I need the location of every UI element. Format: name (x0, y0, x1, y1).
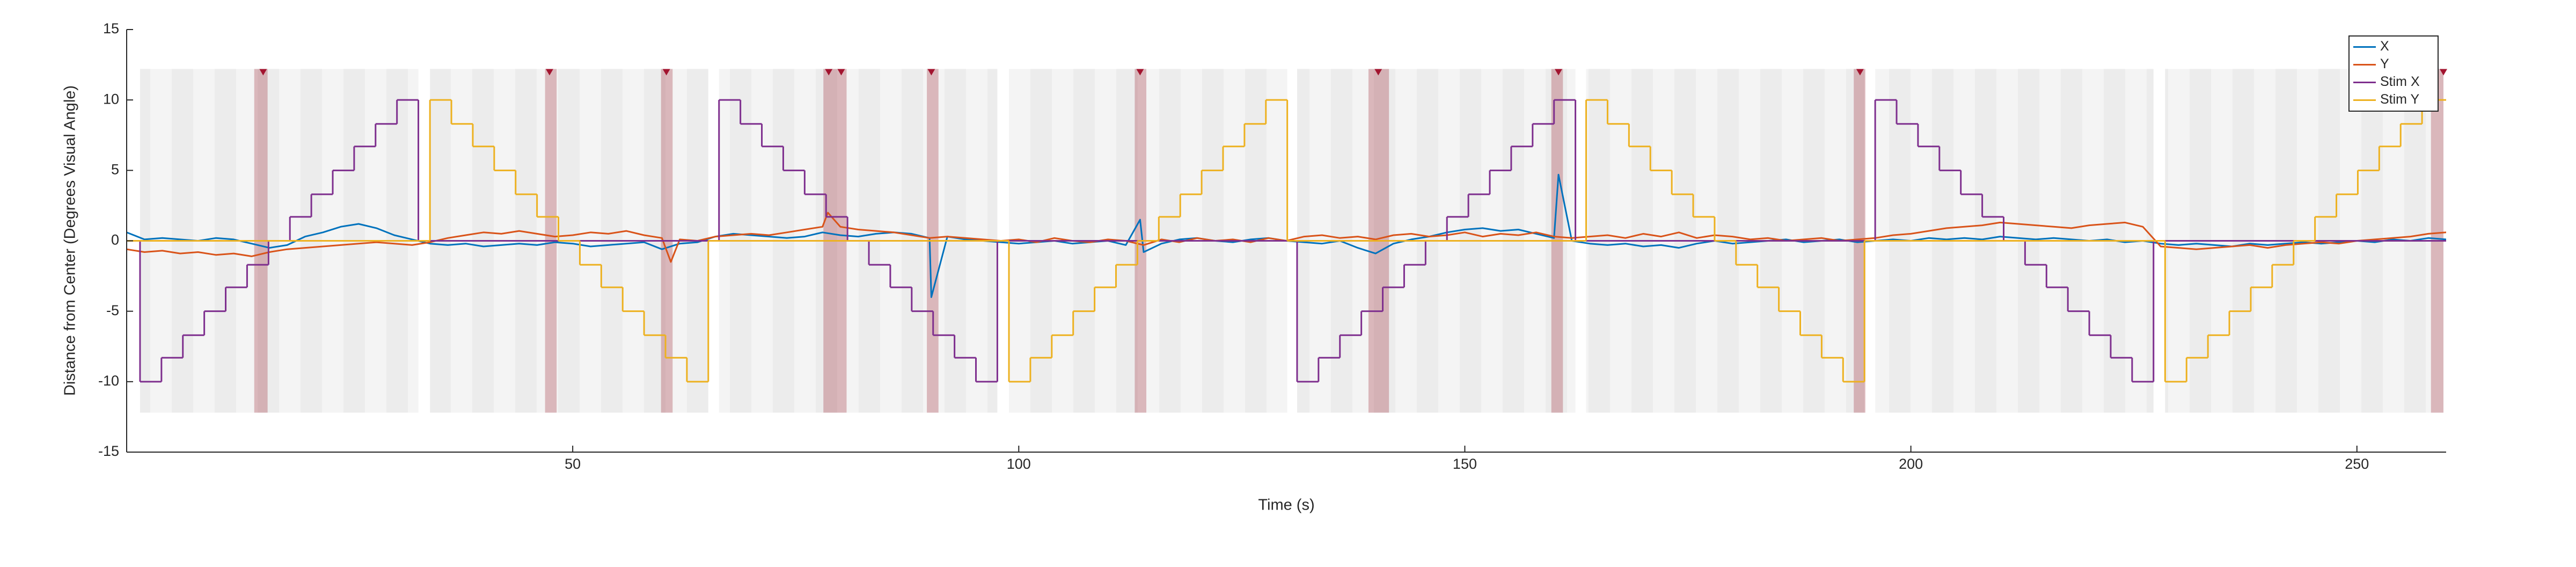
legend: XY Stim X Stim Y (2348, 35, 2439, 112)
x-tick-label: 200 (1899, 456, 1923, 472)
legend-label: Stim X (2380, 74, 2420, 89)
event-marker (825, 69, 833, 76)
x-tick-label: 250 (2345, 456, 2369, 472)
event-marker (837, 69, 845, 76)
legend-label: Stim Y (2380, 92, 2419, 107)
event-marker (2440, 69, 2448, 76)
y-tick-label: -15 (98, 443, 119, 459)
y-tick-label: -5 (106, 302, 119, 318)
event-marker (1555, 69, 1563, 76)
legend-box (2348, 35, 2439, 112)
event-marker (662, 69, 670, 76)
series-line (127, 212, 2446, 263)
plot-area (127, 99, 2446, 383)
x-axis-label: Time (s) (1258, 497, 1314, 514)
axes: 50 100 150 200 250 -15 -10 -5 0 5 10 15 (98, 20, 2446, 472)
y-tick-label: 5 (111, 161, 119, 177)
y-tick-label: 0 (111, 232, 119, 248)
y-tick-label: -10 (98, 373, 119, 389)
y-axis-label: Distance from Center (Degrees Visual Ang… (62, 85, 79, 396)
x-tick-label: 100 (1007, 456, 1031, 472)
x-tick-label: 150 (1453, 456, 1477, 472)
event-marker (259, 69, 267, 76)
y-tick-label: 15 (103, 20, 119, 37)
y-tick-label: 10 (103, 91, 119, 107)
event-marker (1136, 69, 1144, 76)
legend-label: Y (2380, 56, 2389, 71)
event-marker (1374, 69, 1382, 76)
event-marker (1856, 69, 1864, 76)
event-marker (927, 69, 935, 76)
legend-label: X (2380, 39, 2389, 54)
x-tick-label: 50 (565, 456, 581, 472)
event-marker (545, 69, 553, 76)
